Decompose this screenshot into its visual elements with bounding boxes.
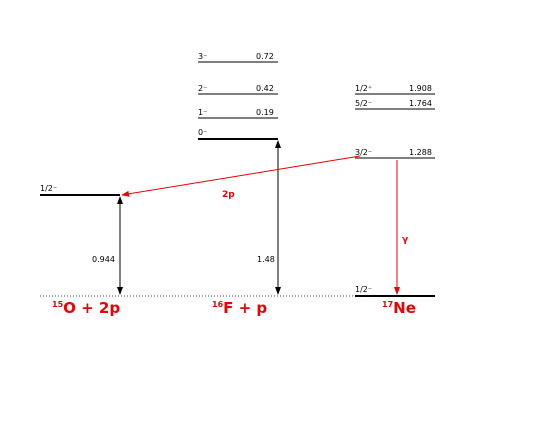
gap-label: 0.944 [92,255,115,264]
transition-label: 2p [222,190,235,200]
energy-label: 0.72 [256,52,274,61]
spin-label: 3/2⁻ [355,148,372,157]
transition-arrow [121,155,361,197]
nucleus-name: Ne [393,299,416,317]
spin-label: 1/2⁻ [355,285,372,294]
spin-label: 1/2⁺ [355,84,372,93]
energy-label: 1.764 [409,99,432,108]
nucleus-label: 17Ne [382,299,416,317]
gap-label: 1.48 [257,255,275,264]
mass-number: 15 [52,300,64,309]
transition-label: γ [402,235,408,245]
spin-label: 1/2⁻ [40,184,57,193]
energy-label: 0.42 [256,84,274,93]
mass-number: 17 [382,300,393,309]
nucleus-name: O + 2p [63,299,120,317]
energy-label: 0.19 [256,108,274,117]
nucleus-label: 16F + p [212,299,267,317]
energy-label: 1.288 [409,148,432,157]
spin-label: 3⁻ [198,52,207,61]
spin-label: 5/2⁻ [355,99,372,108]
nucleus-label: 15O + 2p [52,299,120,317]
energy-label: 1.908 [409,84,432,93]
mass-number: 16 [212,300,224,309]
nucleus-name: F + p [223,299,267,317]
spin-label: 0⁻ [198,128,207,137]
spin-label: 1⁻ [198,108,207,117]
spin-label: 2⁻ [198,84,207,93]
